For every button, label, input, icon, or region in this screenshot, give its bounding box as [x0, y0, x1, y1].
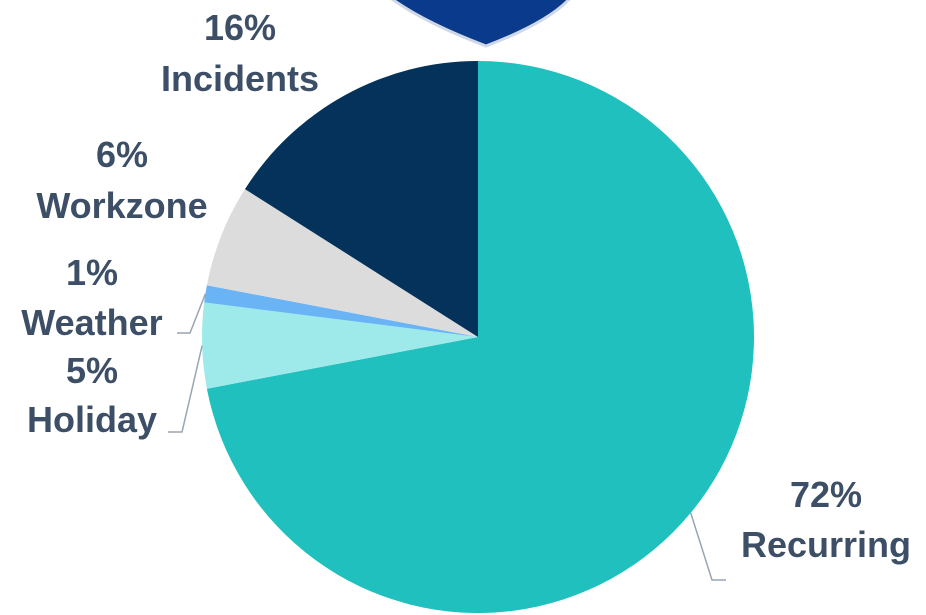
slice-label-holiday: Holiday: [27, 399, 157, 440]
leader-line-recurring: [689, 512, 726, 581]
pie-slice-incidents: [244, 61, 478, 337]
leader-line-weather: [177, 293, 207, 334]
pie-slice-holiday: [202, 302, 478, 389]
shield-badge-icon: [390, 0, 571, 48]
leader-line-holiday: [168, 345, 203, 433]
slice-label-recurring: Recurring: [741, 524, 911, 565]
slice-value-incidents: 16%: [204, 7, 276, 48]
pie-slice-recurring: [206, 61, 755, 613]
slice-value-holiday: 5%: [66, 350, 118, 391]
slice-value-workzone: 6%: [96, 134, 148, 175]
pie-slice-workzone: [206, 189, 478, 337]
slice-label-incidents: Incidents: [161, 58, 319, 99]
pie-slice-weather: [204, 285, 478, 337]
slice-label-workzone: Workzone: [36, 185, 207, 226]
slice-value-weather: 1%: [66, 252, 118, 293]
slice-label-weather: Weather: [21, 302, 162, 343]
slice-value-recurring: 72%: [790, 474, 862, 515]
